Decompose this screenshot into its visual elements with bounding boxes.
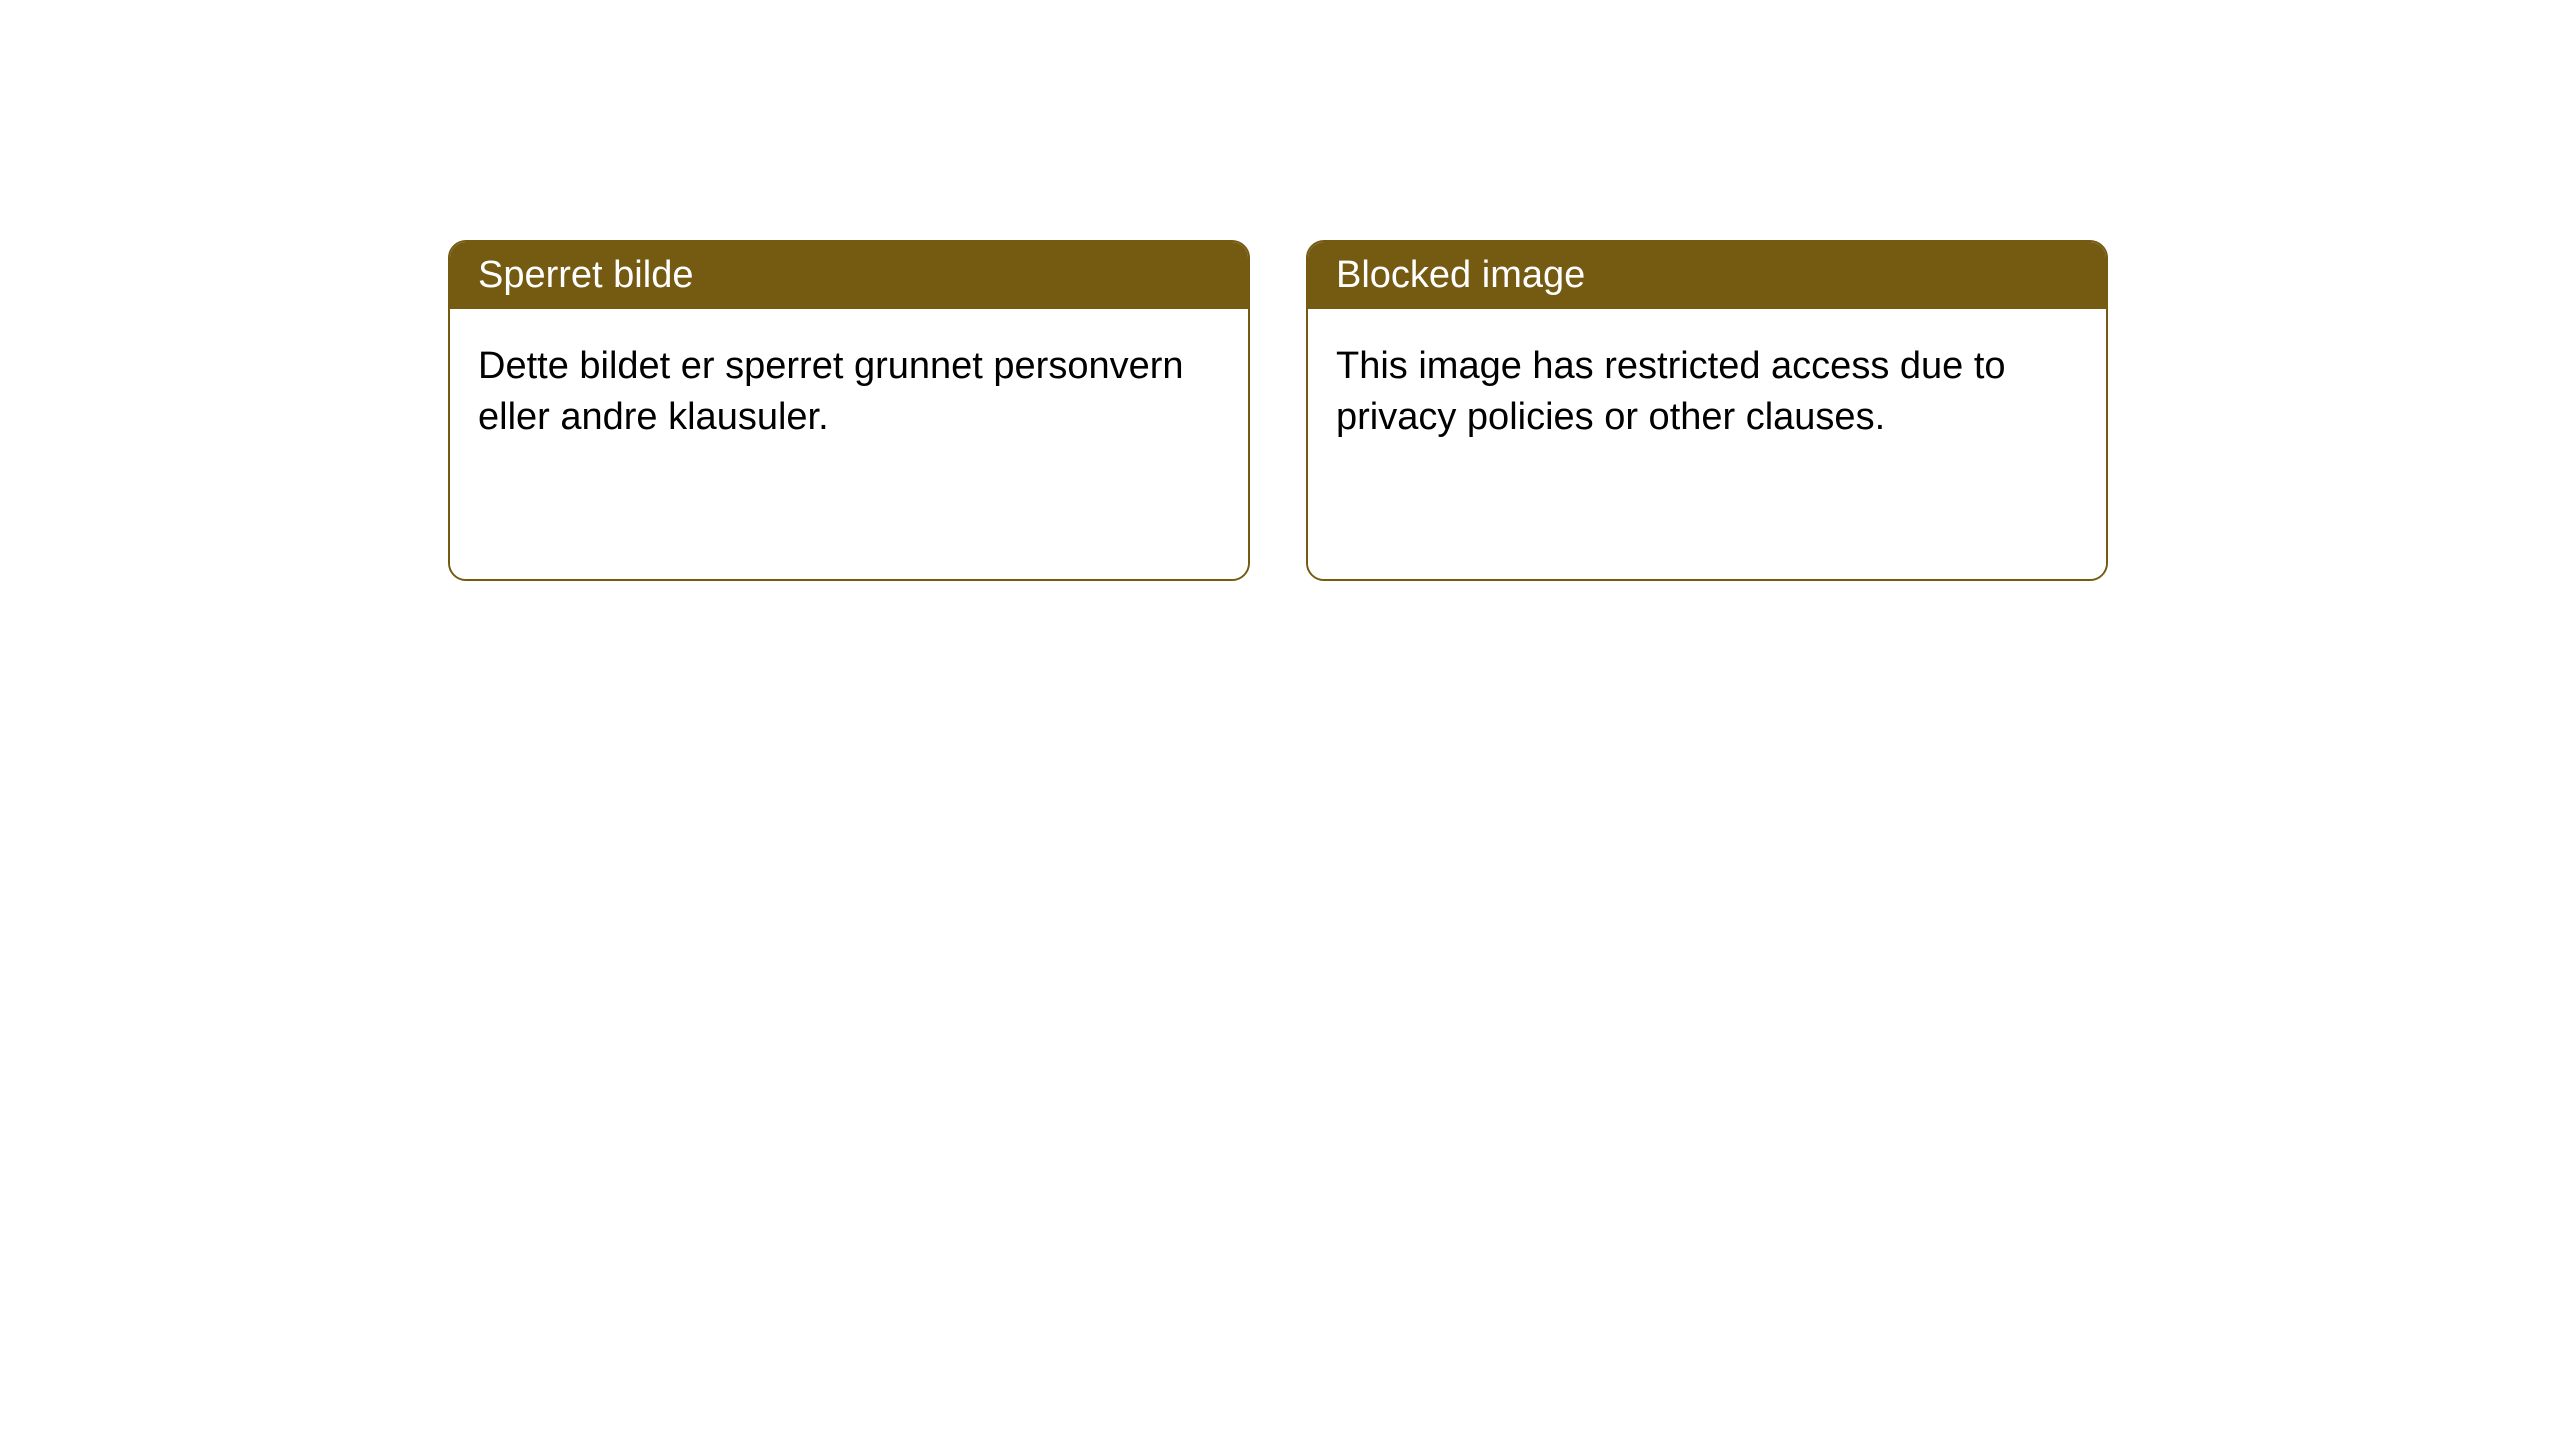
notice-card-title: Blocked image <box>1308 242 2106 309</box>
notice-card-body: Dette bildet er sperret grunnet personve… <box>450 309 1248 579</box>
notice-card-english: Blocked image This image has restricted … <box>1306 240 2108 581</box>
notice-card-body: This image has restricted access due to … <box>1308 309 2106 579</box>
notice-card-norwegian: Sperret bilde Dette bildet er sperret gr… <box>448 240 1250 581</box>
notice-card-title: Sperret bilde <box>450 242 1248 309</box>
notice-cards-row: Sperret bilde Dette bildet er sperret gr… <box>448 240 2108 581</box>
